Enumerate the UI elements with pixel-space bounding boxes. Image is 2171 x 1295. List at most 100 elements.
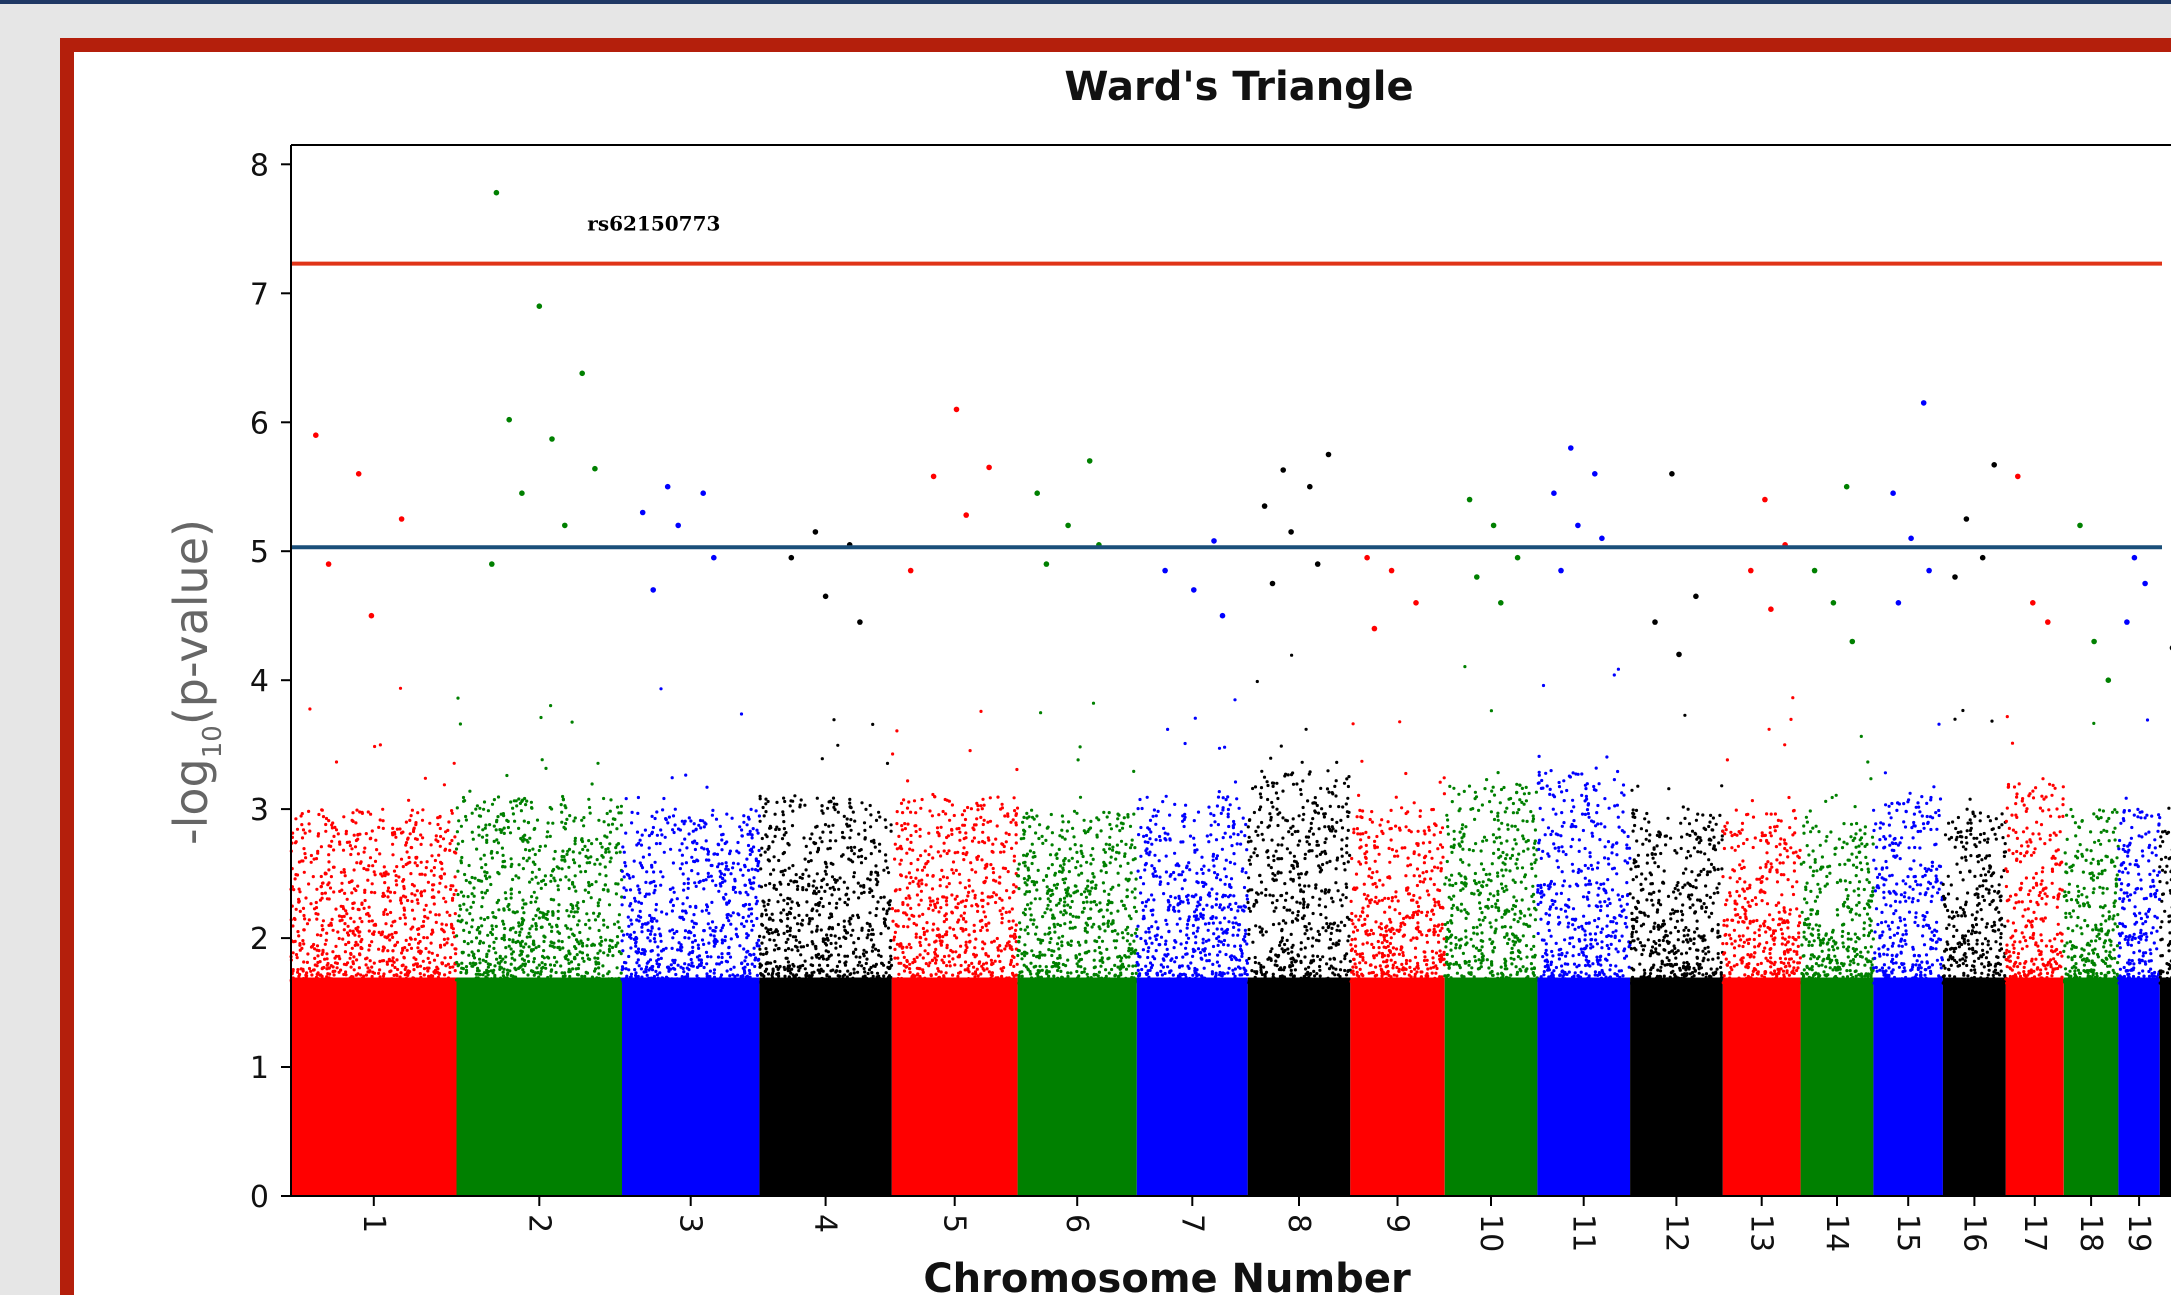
chromosome-1-point	[356, 837, 360, 841]
chromosome-1-point	[352, 833, 356, 837]
chromosome-6-point	[1126, 879, 1130, 883]
chromosome-6-point	[1074, 981, 1079, 985]
chromosome-2-point	[539, 972, 543, 976]
chromosome-5-point	[946, 834, 951, 838]
chromosome-4-point	[861, 975, 865, 979]
chromosome-2-point	[583, 888, 587, 892]
chromosome-4-point	[800, 923, 804, 927]
chromosome-5-point	[903, 827, 908, 831]
chromosome-3-point	[745, 823, 749, 827]
chromosome-1-point	[301, 977, 305, 981]
chromosome-1-point	[367, 905, 371, 909]
chromosome-5-point	[898, 887, 902, 892]
chromosome-7-point	[1243, 939, 1247, 943]
chromosome-4-point	[821, 957, 826, 961]
chromosome-5-point	[930, 814, 935, 818]
chromosome-3-point	[720, 848, 724, 852]
chromosome-1-point	[310, 978, 314, 982]
chromosome-3-point	[645, 870, 649, 874]
chromosome-2-point	[619, 952, 623, 956]
chromosome-1-point	[353, 933, 357, 937]
chromosome-5-point	[1000, 916, 1004, 920]
chromosome-2-point	[559, 979, 563, 983]
chromosome-4-point	[852, 890, 856, 894]
chromosome-1-point	[378, 981, 382, 985]
chromosome-6-point	[1091, 847, 1095, 851]
chromosome-6-point	[1066, 958, 1070, 962]
chromosome-4-point	[875, 971, 880, 975]
chromosome-1-point	[337, 914, 341, 918]
chromosome-2-point	[573, 861, 577, 865]
chromosome-5-point	[893, 930, 898, 935]
chromosome-3-point	[728, 852, 732, 856]
chromosome-4-point	[889, 939, 893, 943]
chromosome-5-point	[974, 937, 978, 941]
chromosome-7-point	[1224, 952, 1228, 957]
chromosome-4-point	[838, 960, 842, 964]
chromosome-2-point	[619, 971, 623, 975]
chromosome-2-point	[596, 961, 601, 965]
chromosome-5-point	[941, 809, 945, 814]
chromosome-4-point	[798, 875, 802, 880]
chromosome-6-point	[1035, 925, 1039, 929]
chromosome-5-point	[914, 824, 918, 828]
chromosome-4-point	[760, 912, 764, 916]
chromosome-5-point	[1010, 978, 1014, 982]
chromosome-5-point	[939, 854, 943, 858]
chromosome-3-point	[741, 915, 745, 920]
chromosome-2-point	[525, 799, 529, 803]
chromosome-4-point	[765, 950, 769, 954]
chromosome-5-point	[927, 853, 931, 857]
chromosome-2-point	[532, 973, 536, 977]
chromosome-3-point	[715, 962, 719, 966]
chromosome-2-point	[561, 797, 565, 801]
chromosome-4-point	[796, 978, 800, 982]
chromosome-1-point	[325, 977, 329, 982]
chromosome-4-point	[877, 974, 881, 978]
chromosome-5-point	[1014, 928, 1018, 933]
chromosome-2-point	[502, 938, 506, 942]
chromosome-7-point	[1140, 901, 1145, 905]
chromosome-3-point	[728, 955, 733, 959]
chromosome-3-point	[658, 841, 662, 846]
chromosome-2-point	[524, 803, 528, 807]
chromosome-2-point	[560, 820, 564, 824]
chromosome-4-point	[759, 867, 763, 871]
chromosome-5-point	[950, 911, 955, 915]
chromosome-3-point	[687, 832, 691, 836]
chromosome-4-point	[808, 851, 813, 855]
chromosome-3-point	[620, 903, 624, 907]
chromosome-2-point	[509, 800, 513, 804]
chromosome-2-point	[582, 816, 586, 820]
chromosome-5-point	[918, 935, 922, 939]
chromosome-6-point	[1027, 874, 1031, 878]
chromosome-1-point	[444, 885, 448, 889]
chromosome-3-point	[689, 957, 693, 962]
chromosome-4-point	[869, 825, 873, 829]
chromosome-6-point	[1104, 974, 1108, 979]
chromosome-3-point	[622, 875, 626, 879]
chromosome-1-point	[434, 981, 438, 985]
chromosome-4-point	[845, 822, 849, 826]
chromosome-4-point	[858, 960, 862, 964]
chromosome-2-point	[592, 911, 596, 915]
chromosome-4-point	[777, 974, 781, 978]
chromosome-3-point	[751, 887, 755, 891]
chromosome-7-point	[1236, 933, 1240, 937]
chromosome-1-point	[325, 967, 329, 971]
chromosome-1-point	[305, 922, 310, 926]
chromosome-5-point	[1000, 974, 1004, 979]
chromosome-4-point	[816, 848, 821, 852]
chromosome-2-point	[523, 981, 527, 985]
chromosome-4-point	[859, 884, 863, 888]
chromosome-5-point	[1008, 946, 1012, 950]
chromosome-4-point	[781, 873, 786, 877]
chromosome-5-point	[919, 854, 923, 858]
chromosome-1-point	[296, 930, 300, 934]
chromosome-1-point	[414, 957, 418, 962]
chromosome-2-point	[553, 963, 557, 968]
chromosome-4-point	[815, 824, 819, 829]
chromosome-3-point	[652, 917, 656, 921]
chromosome-3-point	[678, 915, 682, 919]
chromosome-4-point	[854, 955, 858, 959]
